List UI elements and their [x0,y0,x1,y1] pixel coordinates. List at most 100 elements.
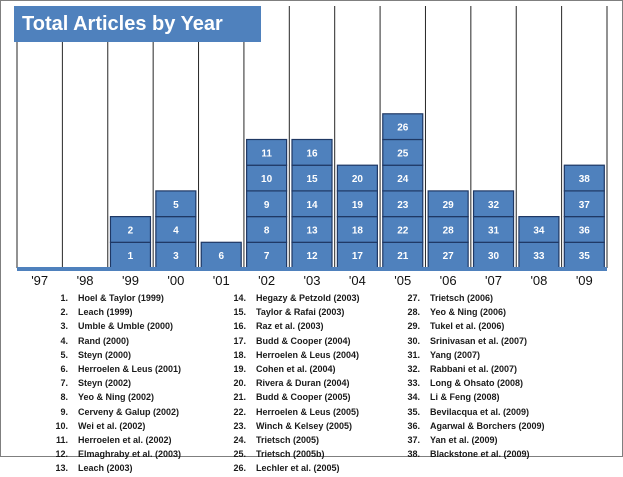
reference-number: 30. [407,335,420,346]
reference-text: Cerveny & Galup (2002) [78,406,180,417]
bar-segment-label: 33 [533,251,545,262]
bar-segment-label: 9 [264,200,270,211]
bar-segment [155,190,197,218]
bar-segment-label: 37 [579,200,591,211]
reference-number: 29. [407,321,420,332]
reference-number: 5. [60,349,68,360]
reference-number: 38. [407,449,420,460]
reference-number: 27. [407,293,420,303]
reference-text: Trietsch (2006) [430,293,494,303]
reference-text: Raz et al. (2003) [256,321,324,332]
reference-item: 26. Lechler et al. (2005) [222,463,360,477]
bar-segment [472,241,515,269]
reference-number: 15. [233,307,246,318]
bar-segment [563,241,605,269]
reference-text: Leach (2003) [78,463,133,474]
bar-segment-label: 31 [488,225,500,236]
reference-number: 23. [233,420,246,431]
reference-number: 14. [233,293,246,303]
bar-segment-label: 10 [261,174,273,185]
reference-item: 35. Bevilacqua et al. (2009) [396,407,545,421]
reference-text: Trietsch (2005b) [256,449,325,460]
reference-number: 34. [407,392,420,403]
reference-item: 13. Leach (2003) [44,463,181,477]
bar-segment [427,241,469,269]
bar-segment-label: 36 [579,225,591,236]
bar-segment-label: 2 [128,225,134,236]
reference-item: 31. Yang (2007) [396,350,545,364]
reference-item: 30. Srinivasan et al. (2007) [396,336,545,350]
reference-item: 36. Agarwal & Borchers (2009) [396,420,544,435]
reference-item: 28. Yeo & Ning (2006) [396,307,545,321]
reference-item: 16. Raz et al. (2003) [222,321,360,335]
x-tick-label: '09 [576,273,593,288]
bar-segment [246,164,288,192]
reference-item: 8. Yeo & Ning (2002) [44,392,181,406]
bar-segment [382,113,424,141]
reference-number: 36. [407,420,420,431]
bar-segment-label: 5 [173,200,179,211]
reference-number: 8. [60,392,68,403]
reference-item: 4. Rand (2000) [44,336,181,350]
bar-segment-label: 35 [579,251,591,262]
reference-item: 11. Herroelen et al. (2002) [44,435,181,449]
reference-text: Leach (1999) [78,307,133,318]
reference-item: 6. Herroelen & Leus (2001) [44,364,181,378]
reference-item: 9. Cerveny & Galup (2002) [44,407,181,421]
reference-number: 28. [407,307,420,318]
reference-text: Bevilacqua et al. (2009) [430,406,530,417]
reference-text: Taylor & Rafai (2003) [256,307,345,318]
bar-segment-label: 6 [218,251,224,262]
reference-number: 12. [55,449,68,460]
bar-segment-label: 23 [397,200,409,211]
reference-number: 10. [55,420,68,431]
chart-title: Total Articles by Year [14,6,261,42]
bar-segment [563,190,605,218]
reference-number: 19. [233,363,246,374]
reference-number: 13. [55,463,68,474]
bar-segment [472,216,515,243]
reference-item: 19. Cohen et al. (2004) [222,364,360,378]
bar-segment [246,138,288,166]
x-tick-label: '04 [349,273,366,288]
reference-number: 25. [233,449,246,460]
bar-segment [382,164,424,192]
reference-item: 21. Budd & Cooper (2005) [222,392,360,406]
reference-number: 22. [233,406,246,417]
reference-item: 15. Taylor & Rafai (2003) [222,307,360,321]
reference-item: 12. Elmaghraby et al. (2003) [44,449,181,463]
bar-segment [109,216,152,243]
reference-item: 5. Steyn (2000) [44,350,181,364]
reference-text: Rabbani et al. (2007) [430,363,518,374]
reference-item: 38. Blackstone et al. (2009) [396,449,545,463]
reference-text: Trietsch (2005) [256,434,320,445]
bar-segment [427,216,469,243]
bar-segment [336,216,378,243]
reference-number: 11. [55,434,68,445]
x-tick-label: '99 [122,273,139,288]
x-tick-label: '97 [31,273,48,288]
x-tick-label: '02 [258,273,275,288]
reference-list-col-1: 1. Hoel & Taylor (1999) 2. Leach (1999) 3. Um… [44,293,181,477]
bar-segment-label: 4 [173,225,179,236]
reference-list-col-2: 14. Hegazy & Petzold (2003) 15. Taylor & Ra… [222,293,360,477]
bar-segment [291,241,333,269]
bar-segment [382,138,424,166]
reference-number: 24. [233,434,246,445]
reference-list-col-3: 27. Trietsch (2006) 28. Yeo & Ning (2006) 29… [396,293,545,463]
bar-segment-label: 27 [443,251,455,262]
reference-item: 2. Leach (1999) [44,307,181,321]
reference-item: 17. Budd & Cooper (2004) [222,336,360,350]
reference-number: 31. [407,349,420,360]
bar-segment [382,190,424,218]
bar-segment-label: 28 [443,225,455,236]
bar-segment [291,138,333,166]
reference-number: 21. [233,392,246,403]
reference-text: Yan et al. (2009) [430,434,498,445]
bar-segment-label: 16 [306,148,318,159]
bar-segment-label: 1 [128,251,134,262]
reference-text: Rivera & Duran (2004) [256,378,350,389]
bar-segment-label: 29 [443,200,455,211]
reference-number: 33. [407,378,420,389]
bar-segment [336,190,378,218]
